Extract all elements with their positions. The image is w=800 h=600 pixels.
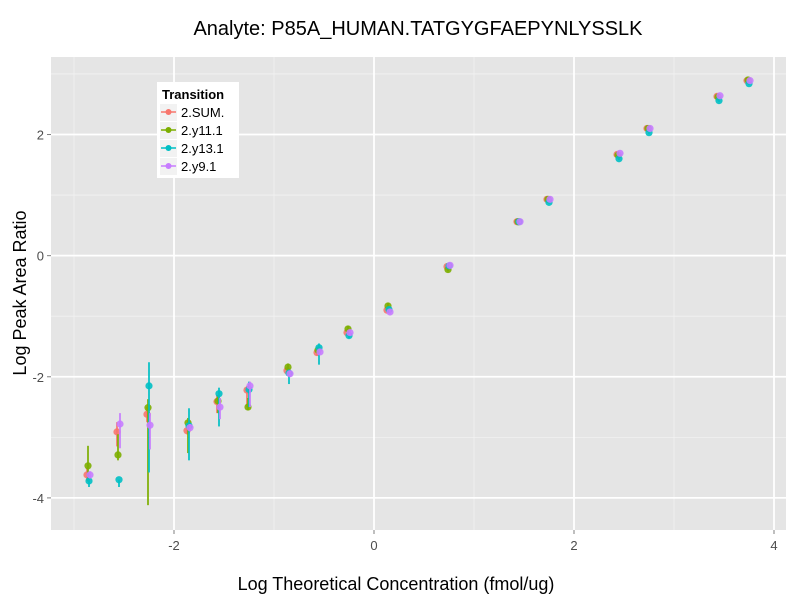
x-tick-label: 2: [570, 538, 577, 553]
data-point: [746, 77, 754, 85]
legend-item: 2.y13.1: [160, 140, 224, 157]
data-point: [216, 403, 224, 411]
y-tick-label: 0: [37, 249, 44, 264]
data-point: [286, 370, 294, 378]
data-point: [446, 261, 454, 269]
data-series: [83, 76, 754, 506]
x-tick-label: 0: [370, 538, 377, 553]
legend-item: 2.y11.1: [160, 122, 223, 139]
y-axis: -4 -2 0 2: [32, 128, 51, 506]
data-point: [113, 428, 121, 436]
data-point: [716, 92, 724, 100]
legend-label: 2.y11.1: [181, 123, 223, 138]
data-point: [546, 195, 554, 203]
x-axis-title: Log Theoretical Concentration (fmol/ug): [238, 574, 555, 594]
data-point: [115, 476, 123, 484]
legend: Transition 2.SUM. 2.y11.1 2.y13.1 2.y9.1: [157, 82, 239, 178]
legend-marker: [165, 109, 172, 115]
legend-marker: [165, 163, 172, 169]
legend-item: 2.y9.1: [160, 158, 216, 175]
y-tick-label: -4: [32, 491, 44, 506]
x-axis: -2 0 2 4: [168, 530, 778, 553]
legend-title: Transition: [162, 87, 224, 102]
legend-item: 2.SUM.: [160, 104, 224, 121]
data-point: [616, 149, 624, 157]
data-point: [85, 477, 93, 485]
data-point: [615, 155, 623, 163]
legend-label: 2.y9.1: [181, 159, 216, 174]
data-point: [516, 218, 524, 226]
legend-marker: [165, 145, 172, 151]
x-tick-label: 4: [770, 538, 777, 553]
data-point: [84, 462, 92, 470]
legend-label: 2.SUM.: [181, 105, 224, 120]
data-point: [246, 382, 254, 390]
data-point: [114, 451, 122, 459]
data-point: [386, 308, 394, 316]
x-tick-label: -2: [168, 538, 180, 553]
data-point: [186, 424, 194, 432]
data-point: [284, 363, 292, 371]
data-point: [346, 328, 354, 337]
legend-label: 2.y13.1: [181, 141, 224, 156]
y-axis-title: Log Peak Area Ratio: [10, 210, 30, 375]
y-tick-label: -2: [32, 370, 44, 385]
data-point: [215, 390, 223, 398]
data-point: [86, 471, 94, 479]
y-tick-label: 2: [37, 128, 44, 143]
legend-marker: [165, 127, 172, 133]
data-point: [316, 348, 324, 356]
data-point: [116, 420, 124, 428]
data-point: [146, 421, 154, 429]
chart-title: Analyte: P85A_HUMAN.TATGYGFAEPYNLYSSLK: [193, 18, 643, 40]
data-point: [145, 382, 153, 390]
data-point: [646, 124, 654, 133]
series-2-y9-1: [86, 77, 754, 479]
